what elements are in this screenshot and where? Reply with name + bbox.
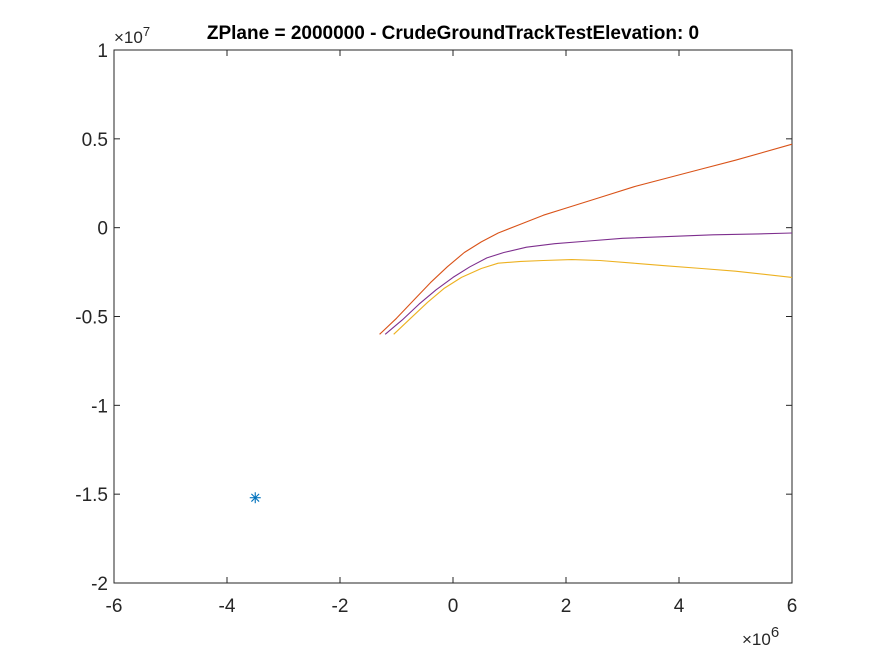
y-tick-label: -2 <box>91 574 108 595</box>
x-tick-label: -4 <box>219 596 236 617</box>
x-tick-label: 6 <box>787 596 798 617</box>
y-tick-label: 1 <box>97 41 108 62</box>
series-line-1 <box>379 143 793 335</box>
y-exponent-label: ×107 <box>114 24 150 47</box>
axes-box <box>113 49 793 584</box>
plot-area <box>249 143 793 504</box>
tick-marks <box>113 49 793 584</box>
x-tick-label: 0 <box>448 596 459 617</box>
chart-title: ZPlane = 2000000 - CrudeGroundTrackTestE… <box>207 23 699 44</box>
x-exponent-label: ×106 <box>742 624 779 649</box>
y-tick-label: -1.5 <box>75 485 108 506</box>
x-tick-label: 2 <box>561 596 572 617</box>
series-line-3 <box>393 259 793 335</box>
x-tick-label: 4 <box>674 596 685 617</box>
y-tick-label: -1 <box>91 396 108 417</box>
series-line-2 <box>384 232 793 335</box>
x-tick-label: -2 <box>332 596 349 617</box>
y-tick-label: 0 <box>97 219 108 240</box>
data-point-marker <box>249 492 261 504</box>
y-tick-label: 0.5 <box>82 130 108 151</box>
y-tick-label: -0.5 <box>75 308 108 329</box>
x-tick-label: -6 <box>106 596 123 617</box>
tick-labels: -6 -4 -2 0 2 4 6 -2 -1.5 -1 -0.5 0 0.5 1 <box>75 41 797 617</box>
